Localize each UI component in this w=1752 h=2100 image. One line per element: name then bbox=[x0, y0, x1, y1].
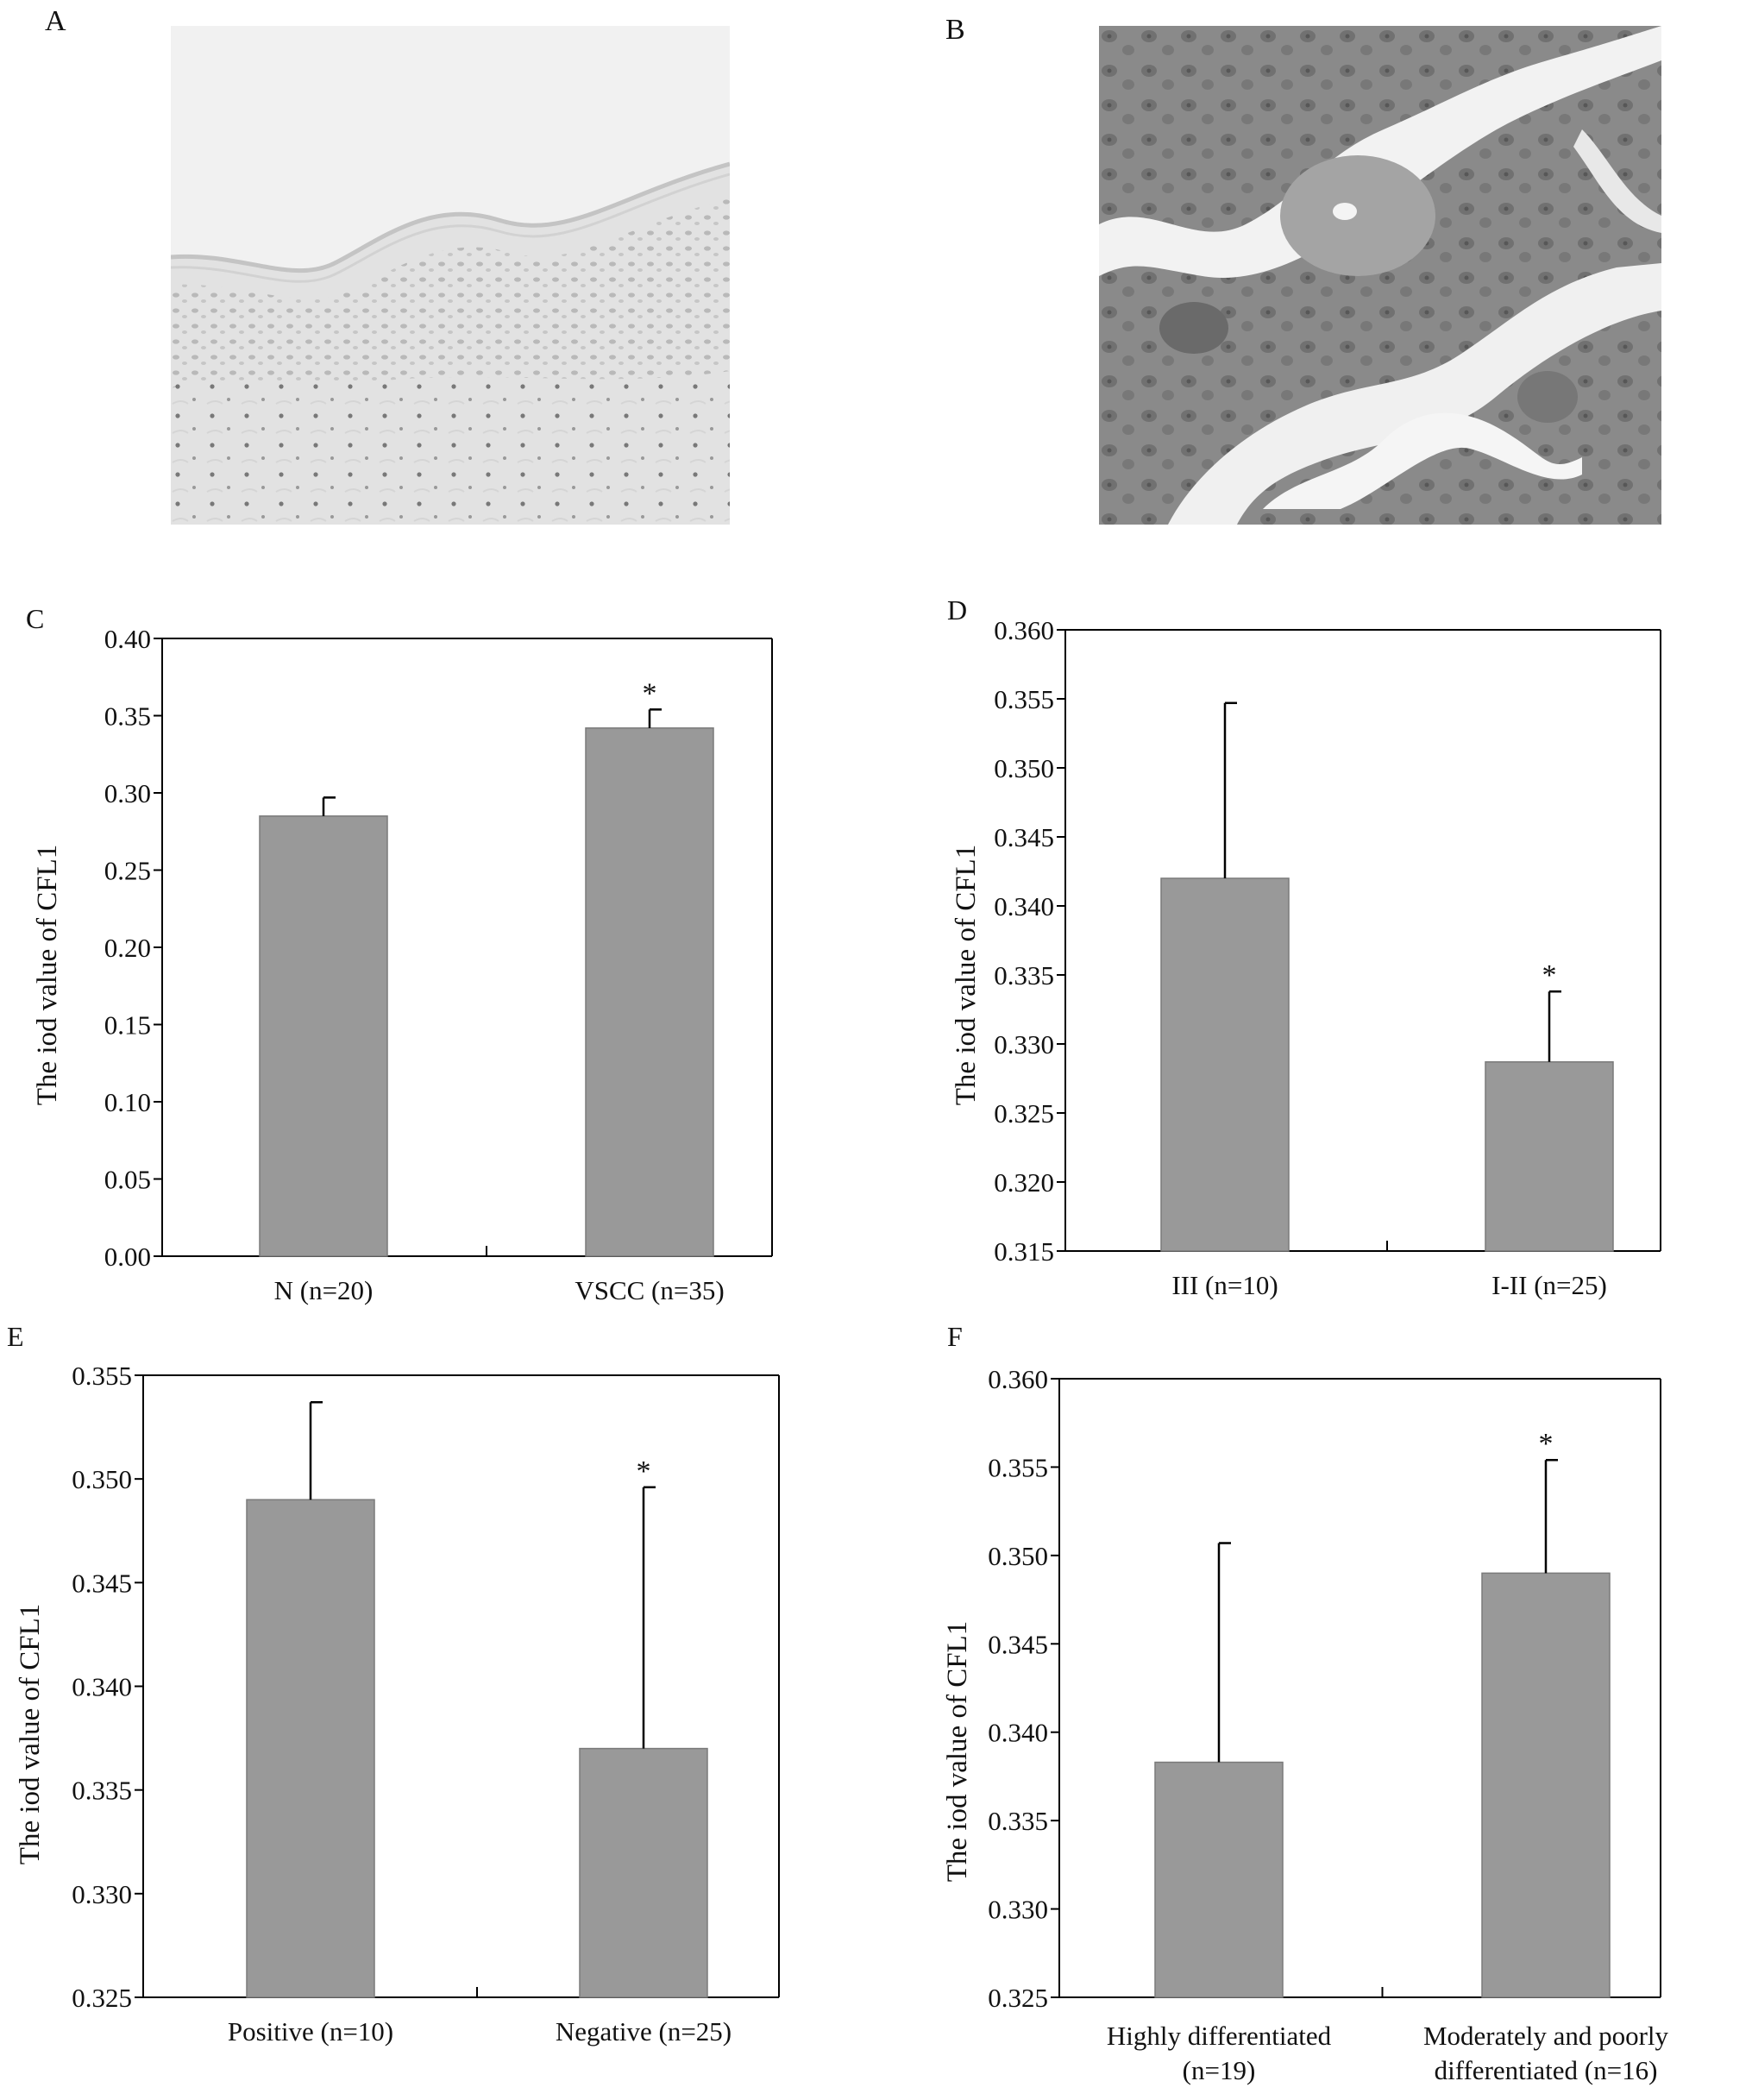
x-tick-label-d-1: III (n=10) bbox=[1171, 1270, 1278, 1300]
y-tick-label-d: 0.355 bbox=[994, 684, 1054, 714]
y-tick-label-e: 0.345 bbox=[72, 1568, 132, 1598]
x-tick-label-f-2: differentiated (n=16) bbox=[1435, 2055, 1658, 2085]
y-tick-label-e: 0.325 bbox=[72, 1983, 132, 2013]
y-axis-label-d: The iod value of CFL1 bbox=[951, 845, 982, 1105]
panel-letter-c: C bbox=[26, 603, 44, 634]
significance-mark-d-2: * bbox=[1542, 959, 1557, 991]
bar-d-2 bbox=[1485, 1061, 1614, 1252]
y-tick-label-f: 0.350 bbox=[988, 1541, 1048, 1571]
y-tick-label-d: 0.350 bbox=[994, 753, 1054, 783]
y-tick-label-d: 0.345 bbox=[994, 822, 1054, 852]
y-tick-label-f: 0.340 bbox=[988, 1718, 1048, 1748]
y-tick-label-c: 0.40 bbox=[104, 624, 151, 654]
micrograph-b-drawing bbox=[1099, 26, 1661, 525]
y-tick-label-d: 0.340 bbox=[994, 891, 1054, 921]
y-tick-label-f: 0.355 bbox=[988, 1452, 1048, 1482]
y-tick-label-c: 0.25 bbox=[104, 856, 151, 886]
panel-letter-e: E bbox=[7, 1321, 24, 1352]
y-tick-label-e: 0.340 bbox=[72, 1672, 132, 1702]
significance-mark-e-2: * bbox=[637, 1456, 651, 1487]
x-tick-label-e-2: Negative (n=25) bbox=[556, 2016, 732, 2047]
y-tick-label-f: 0.330 bbox=[988, 1895, 1048, 1925]
y-tick-label-f: 0.325 bbox=[988, 1983, 1048, 2013]
y-tick-label-d: 0.335 bbox=[994, 960, 1054, 990]
panel-letter-f: F bbox=[947, 1321, 963, 1352]
y-tick-label-f: 0.360 bbox=[988, 1364, 1048, 1394]
y-tick-label-c: 0.10 bbox=[104, 1087, 151, 1117]
y-tick-label-e: 0.335 bbox=[72, 1776, 132, 1806]
chart-layer: C 0.00 0.05 0.10 0.15 0.20 0.25 0.30 0.35 0.40 The… bbox=[7, 594, 1669, 2085]
bar-e-2 bbox=[579, 1747, 708, 1998]
y-tick-label-d: 0.360 bbox=[994, 615, 1054, 645]
x-tick-label-f-1: (n=19) bbox=[1183, 2055, 1256, 2085]
y-axis-label-f: The iod value of CFL1 bbox=[942, 1621, 973, 1882]
y-tick-label-d: 0.320 bbox=[994, 1167, 1054, 1198]
x-tick-label-d-2: I-II (n=25) bbox=[1491, 1270, 1607, 1300]
panel-letter-d: D bbox=[947, 594, 967, 626]
y-tick-label-c: 0.00 bbox=[104, 1242, 151, 1272]
significance-mark-c-2: * bbox=[643, 677, 657, 709]
bar-f-1 bbox=[1154, 1761, 1284, 1998]
x-tick-label-e-1: Positive (n=10) bbox=[228, 2016, 393, 2047]
bar-c-1 bbox=[259, 815, 388, 1257]
panel-letter-b: B bbox=[945, 14, 965, 46]
bar-e-1 bbox=[246, 1499, 375, 1998]
y-tick-label-e: 0.355 bbox=[72, 1361, 132, 1391]
bar-c-2 bbox=[585, 727, 714, 1257]
y-tick-label-d: 0.315 bbox=[994, 1236, 1054, 1267]
micrograph-a-drawing bbox=[171, 26, 730, 525]
y-tick-label-f: 0.335 bbox=[988, 1806, 1048, 1836]
y-tick-label-d: 0.325 bbox=[994, 1098, 1054, 1129]
micrograph-a bbox=[171, 26, 730, 525]
y-tick-label-d: 0.330 bbox=[994, 1029, 1054, 1059]
y-axis-label-c: The iod value of CFL1 bbox=[32, 845, 63, 1105]
bar-d-1 bbox=[1160, 877, 1290, 1252]
y-tick-label-e: 0.330 bbox=[72, 1879, 132, 1909]
x-tick-label-c-2: VSCC (n=35) bbox=[575, 1275, 724, 1305]
y-tick-label-f: 0.345 bbox=[988, 1629, 1048, 1659]
y-tick-label-c: 0.30 bbox=[104, 778, 151, 808]
bar-f-2 bbox=[1481, 1572, 1611, 1998]
panel-letter-a: A bbox=[45, 5, 66, 37]
x-tick-label-f-2: Moderately and poorly bbox=[1423, 2021, 1669, 2051]
y-tick-label-e: 0.350 bbox=[72, 1464, 132, 1494]
y-axis-label-e: The iod value of CFL1 bbox=[15, 1604, 46, 1864]
x-tick-label-c-1: N (n=20) bbox=[274, 1275, 374, 1305]
y-tick-label-c: 0.35 bbox=[104, 701, 151, 732]
significance-mark-f-2: * bbox=[1539, 1428, 1554, 1460]
x-tick-label-f-1: Highly differentiated bbox=[1107, 2021, 1332, 2051]
y-tick-label-c: 0.05 bbox=[104, 1165, 151, 1195]
y-tick-label-c: 0.15 bbox=[104, 1010, 151, 1041]
micrograph-b bbox=[1099, 26, 1661, 525]
y-tick-label-c: 0.20 bbox=[104, 933, 151, 963]
